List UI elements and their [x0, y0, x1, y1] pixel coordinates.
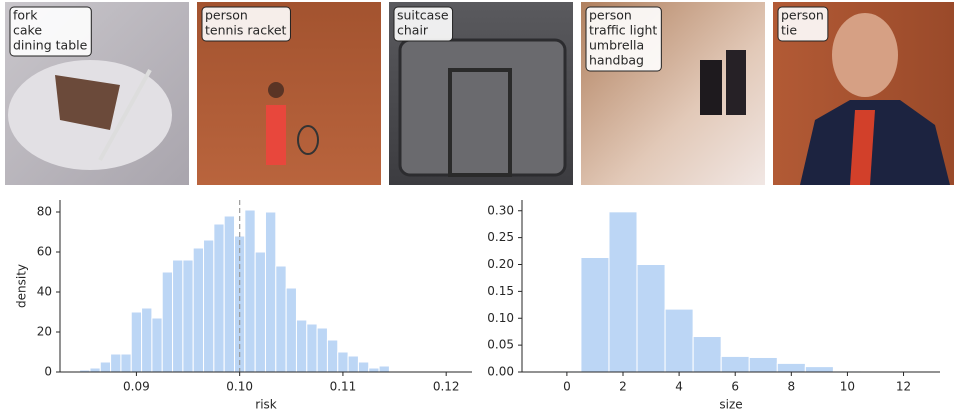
y-tick-label: 0.00	[487, 365, 514, 379]
bar	[162, 272, 172, 372]
y-tick-label: 0.30	[487, 203, 514, 217]
bar	[749, 357, 777, 372]
y-tick-label: 0.15	[487, 284, 514, 298]
bar	[369, 368, 379, 372]
y-tick-label: 80	[37, 205, 52, 219]
y-tick-label: 60	[37, 245, 52, 259]
bar	[777, 363, 805, 372]
x-tick-label: 2	[619, 380, 627, 394]
x-tick-label: 0.11	[330, 380, 357, 394]
bar	[276, 266, 286, 372]
x-tick-label: 0.09	[123, 380, 150, 394]
image-label: tie	[781, 23, 797, 38]
image-label: dining table	[13, 38, 88, 53]
image-label: cake	[13, 23, 42, 38]
bar	[296, 320, 306, 372]
image-label: tennis racket	[205, 23, 287, 38]
bar	[245, 210, 255, 372]
image-label: umbrella	[589, 38, 644, 53]
bar	[379, 366, 389, 372]
x-tick-label: 0	[563, 380, 571, 394]
bar	[805, 367, 833, 372]
image-label: person	[781, 8, 824, 23]
bar	[255, 252, 265, 372]
bar	[358, 362, 368, 372]
bar	[100, 362, 110, 372]
bar	[204, 240, 214, 372]
y-tick-label: 0	[44, 365, 52, 379]
y-tick-label: 20	[37, 325, 52, 339]
bar	[693, 337, 721, 372]
x-axis-label: risk	[255, 398, 277, 412]
bar	[581, 258, 609, 372]
x-tick-label: 4	[675, 380, 683, 394]
bar	[665, 309, 693, 372]
bar	[214, 224, 224, 372]
bar	[183, 260, 193, 372]
bar	[307, 324, 317, 372]
x-tick-label: 8	[787, 380, 795, 394]
bar	[265, 212, 275, 372]
x-tick-label: 12	[896, 380, 911, 394]
bar	[317, 328, 327, 372]
image-label: handbag	[589, 53, 644, 68]
bar	[286, 288, 296, 372]
y-tick-label: 0.20	[487, 257, 514, 271]
bar	[609, 212, 637, 372]
image-label: fork	[13, 8, 38, 23]
x-tick-label: 10	[840, 380, 855, 394]
x-tick-label: 0.10	[226, 380, 253, 394]
image-label: person	[205, 8, 248, 23]
bar	[142, 308, 152, 372]
y-tick-label: 0.05	[487, 338, 514, 352]
bar	[131, 312, 141, 372]
bar	[721, 356, 749, 372]
bar	[637, 265, 665, 373]
bar	[327, 340, 337, 372]
bar	[121, 354, 131, 372]
y-tick-label: 40	[37, 285, 52, 299]
figure: forkcakedining tablepersontennis rackets…	[0, 0, 954, 415]
bar	[193, 248, 203, 372]
y-tick-label: 0.25	[487, 230, 514, 244]
image-label: traffic light	[589, 23, 657, 38]
x-axis-label: size	[719, 398, 742, 412]
image-label: person	[589, 8, 632, 23]
bar	[348, 356, 358, 372]
x-tick-label: 0.12	[433, 380, 460, 394]
bar	[90, 368, 100, 372]
x-tick-label: 6	[731, 380, 739, 394]
bar	[338, 352, 348, 372]
bar	[111, 354, 121, 372]
y-axis-label: density	[15, 264, 29, 308]
image-label: chair	[397, 23, 429, 38]
bar	[152, 318, 162, 372]
y-tick-label: 0.10	[487, 311, 514, 325]
bar	[224, 216, 234, 372]
image-label: suitcase	[397, 8, 449, 23]
bar	[173, 260, 183, 372]
